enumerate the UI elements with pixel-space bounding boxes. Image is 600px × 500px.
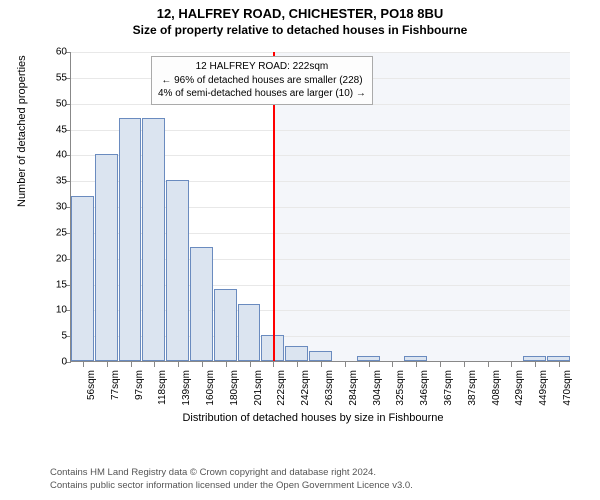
x-tick-label: 56sqm: [86, 370, 97, 400]
page-subtitle: Size of property relative to detached ho…: [0, 21, 600, 37]
bar: [404, 356, 427, 361]
bar: [238, 304, 261, 361]
y-tick-label: 15: [47, 279, 67, 290]
x-tick: [297, 362, 298, 367]
x-tick: [416, 362, 417, 367]
annotation-line: 4% of semi-detached houses are larger (1…: [158, 87, 366, 101]
x-tick: [83, 362, 84, 367]
footer-line: Contains public sector information licen…: [50, 480, 590, 492]
x-axis-label: Distribution of detached houses by size …: [48, 412, 578, 424]
y-tick-label: 0: [47, 357, 67, 368]
y-tick-label: 5: [47, 331, 67, 342]
y-tick-label: 30: [47, 202, 67, 213]
bar: [166, 180, 189, 361]
x-tick: [131, 362, 132, 367]
y-tick-label: 40: [47, 150, 67, 161]
x-tick: [488, 362, 489, 367]
x-tick-label: 118sqm: [157, 370, 168, 405]
x-tick-label: 97sqm: [134, 370, 145, 400]
x-tick: [464, 362, 465, 367]
x-tick: [202, 362, 203, 367]
gridline: [71, 52, 570, 53]
x-tick-label: 304sqm: [372, 370, 383, 406]
x-tick: [511, 362, 512, 367]
y-tick-label: 35: [47, 176, 67, 187]
bar: [523, 356, 546, 361]
x-tick: [535, 362, 536, 367]
x-tick-label: 160sqm: [205, 370, 216, 406]
x-tick-label: 139sqm: [181, 370, 192, 406]
x-tick: [178, 362, 179, 367]
x-tick-label: 77sqm: [110, 370, 121, 400]
bar: [357, 356, 380, 361]
y-axis-label: Number of detached properties: [16, 55, 28, 207]
y-tick-label: 50: [47, 98, 67, 109]
x-tick: [107, 362, 108, 367]
x-tick-label: 222sqm: [276, 370, 287, 406]
x-tick-label: 325sqm: [395, 370, 406, 406]
x-tick-label: 242sqm: [300, 370, 311, 406]
x-tick-label: 408sqm: [491, 370, 502, 406]
bar: [190, 247, 213, 361]
x-tick: [559, 362, 560, 367]
x-tick-label: 449sqm: [538, 370, 549, 406]
bar: [214, 289, 237, 361]
footer-line: Contains HM Land Registry data © Crown c…: [50, 467, 590, 479]
x-tick: [440, 362, 441, 367]
x-tick: [392, 362, 393, 367]
x-tick: [250, 362, 251, 367]
footer: Contains HM Land Registry data © Crown c…: [50, 467, 590, 492]
bar: [547, 356, 570, 361]
bar: [309, 351, 332, 361]
y-tick-label: 45: [47, 124, 67, 135]
x-tick-label: 387sqm: [467, 370, 478, 406]
x-tick-label: 470sqm: [562, 370, 573, 406]
x-tick: [273, 362, 274, 367]
chart: Number of detached properties 0510152025…: [48, 52, 578, 382]
annotation-line: 12 HALFREY ROAD: 222sqm: [158, 60, 366, 74]
y-tick-label: 55: [47, 72, 67, 83]
plot-area: 05101520253035404550556056sqm77sqm97sqm1…: [70, 52, 570, 362]
annotation-box: 12 HALFREY ROAD: 222sqm← 96% of detached…: [151, 56, 373, 105]
bar: [95, 154, 118, 361]
x-tick-label: 429sqm: [514, 370, 525, 406]
x-tick-label: 367sqm: [443, 370, 454, 406]
x-tick-label: 180sqm: [229, 370, 240, 406]
x-tick-label: 263sqm: [324, 370, 335, 406]
x-tick-label: 346sqm: [419, 370, 430, 406]
x-tick-label: 284sqm: [348, 370, 359, 406]
annotation-line: ← 96% of detached houses are smaller (22…: [158, 74, 366, 88]
bar: [71, 196, 94, 361]
x-tick: [226, 362, 227, 367]
x-tick: [369, 362, 370, 367]
x-tick: [321, 362, 322, 367]
y-tick-label: 10: [47, 305, 67, 316]
y-tick-label: 25: [47, 227, 67, 238]
page-title: 12, HALFREY ROAD, CHICHESTER, PO18 8BU: [0, 0, 600, 21]
x-tick: [154, 362, 155, 367]
y-tick-label: 20: [47, 253, 67, 264]
x-tick: [345, 362, 346, 367]
y-tick-label: 60: [47, 47, 67, 58]
x-tick-label: 201sqm: [253, 370, 264, 406]
bar: [285, 346, 308, 362]
bar: [142, 118, 165, 361]
bar: [119, 118, 142, 361]
